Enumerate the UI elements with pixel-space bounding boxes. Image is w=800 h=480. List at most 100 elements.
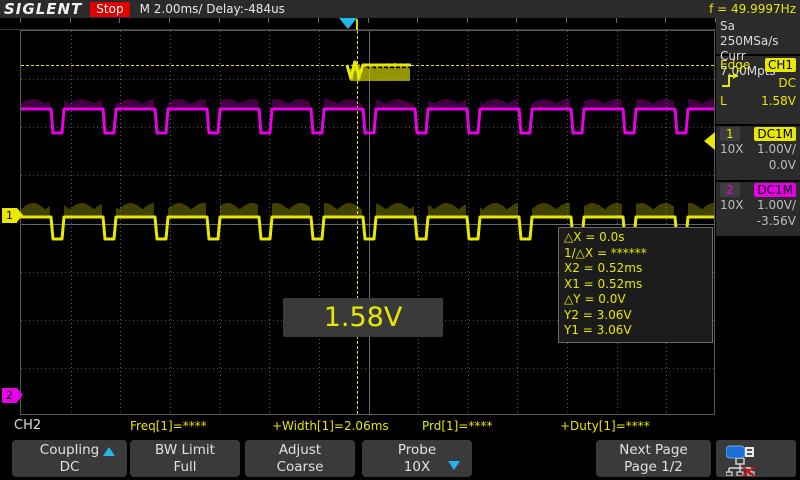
trace-noise-band: [21, 203, 714, 217]
cursor-line: 1/△X = ******: [564, 245, 647, 260]
frequency-counter: f = 49.9997Hz: [709, 2, 796, 16]
measurement-item[interactable]: Freq[1]=****: [130, 419, 207, 433]
grid-line-vertical: [170, 31, 171, 414]
menu-button-coupling[interactable]: Coupling DC: [12, 440, 127, 477]
menu-button-adjust[interactable]: Adjust Coarse: [245, 440, 355, 477]
cursor-line: X2 = 0.52ms: [564, 261, 643, 275]
ruler-tick: [516, 18, 518, 23]
trace-ch2: [21, 99, 714, 135]
grid-line-vertical: [71, 31, 72, 414]
measurement-value: ****: [182, 419, 207, 433]
cursor-line: △Y = 0.0V: [564, 292, 626, 306]
trigger-coupling-label: DC: [778, 76, 796, 90]
trigger-source-tag[interactable]: CH1: [764, 58, 796, 72]
measurement-item[interactable]: +Duty[1]=****: [560, 419, 650, 433]
ch2-number[interactable]: 2: [720, 183, 740, 197]
bottom-menu-bar: Coupling DC BW Limit Full Adjust Coarse …: [0, 437, 800, 480]
ruler-tick: [317, 18, 319, 23]
menu-button-next-page[interactable]: Next Page Page 1/2: [596, 440, 711, 477]
trigger-type-label: Edge: [720, 58, 751, 72]
channel-2-block[interactable]: 2 DC1M 10X 1.00V/ -3.56V: [716, 182, 800, 236]
menu-button-line1: Adjust: [278, 441, 322, 458]
trigger-level-value: 1.58V: [761, 94, 796, 108]
rising-edge-icon: [720, 73, 742, 93]
sample-rate-label: Sa 250MSa/s: [720, 19, 779, 48]
waveform-grid[interactable]: [20, 30, 715, 415]
menu-button-line2: Page 1/2: [624, 458, 683, 475]
ch1-coupling-tag[interactable]: DC1M: [754, 127, 796, 141]
grid-line-vertical: [120, 31, 121, 414]
measurement-bar: CH2 Freq[1]=**** +Width[1]=2.06ms Prd[1]…: [0, 416, 716, 437]
cursor-line: Y1 = 3.06V: [564, 323, 632, 337]
cursor-line: Y2 = 3.06V: [564, 307, 632, 322]
brand-logo: SIGLENT: [4, 0, 83, 18]
measurement-value: ****: [625, 419, 650, 433]
ruler-tick: [218, 18, 220, 23]
ruler-tick: [665, 18, 667, 23]
grid-line-horizontal: [21, 127, 714, 128]
menu-button-bw-limit[interactable]: BW Limit Full: [130, 440, 240, 477]
measurement-label: +Duty[1]=: [560, 419, 626, 433]
chevron-down-icon[interactable]: [448, 461, 460, 470]
cursor-readout-box[interactable]: △X = 0.0s 1/△X = ****** X2 = 0.52ms X1 =…: [558, 227, 713, 343]
measurement-source-label: CH2: [14, 418, 42, 433]
ruler-tick: [715, 18, 716, 23]
ch1-offset: 0.0V: [768, 158, 796, 172]
grid-line-vertical: [567, 31, 568, 414]
menu-button-line2: Full: [173, 458, 197, 475]
grid-line-horizontal: [21, 272, 714, 273]
grid-subticks-row: [21, 224, 714, 225]
ruler-tick: [69, 18, 71, 23]
measurement-label: Prd[1]=: [422, 419, 469, 433]
timebase-readout[interactable]: M 2.00ms/ Delay:-484us: [139, 2, 285, 16]
ch2-coupling-tag[interactable]: DC1M: [754, 183, 796, 197]
channel-1-block[interactable]: 1 DC1M 10X 1.00V/ 0.0V: [716, 126, 800, 180]
grid-line-vertical: [269, 31, 270, 414]
ch1-ground-marker-label: 1: [6, 209, 13, 222]
ch2-ground-marker[interactable]: 2: [2, 388, 23, 403]
menu-button-line2: Coarse: [276, 458, 324, 475]
grid-line-vertical: [319, 31, 320, 414]
cursor-line: △X = 0.0s: [564, 230, 625, 244]
trace-noise-band: [21, 99, 714, 109]
measurement-value: ****: [468, 419, 493, 433]
ruler-tick: [168, 18, 170, 23]
top-status-bar: SIGLENT Stop M 2.00ms/ Delay:-484us f = …: [0, 0, 800, 18]
grid-line-vertical: [418, 31, 419, 414]
grid-line-vertical: [517, 31, 518, 414]
menu-button-line2: DC: [59, 458, 80, 475]
trigger-level-key: L: [720, 94, 727, 108]
acquire-info-block[interactable]: Sa 250MSa/s Curr 7.00Mpts: [716, 18, 800, 78]
ch2-offset: -3.56V: [756, 214, 796, 228]
trigger-info-block[interactable]: Edge CH1 DC L 1.58V: [716, 56, 800, 124]
cursor-line: X1 = 0.52ms: [564, 276, 643, 291]
ch2-volts-div: 1.00V/: [757, 198, 796, 212]
trigger-level-popup: 1.58V: [283, 298, 443, 337]
grid-line-vertical: [617, 31, 618, 414]
chevron-up-icon[interactable]: [103, 447, 115, 456]
menu-button-line1: Next Page: [619, 441, 688, 458]
trigger-position-marker[interactable]: [339, 18, 357, 29]
grid-line-horizontal: [21, 368, 714, 369]
ch2-probe-label: 10X: [720, 198, 744, 212]
menu-button-line1: BW Limit: [155, 441, 215, 458]
ruler-tick: [417, 18, 419, 23]
ch1-number[interactable]: 1: [720, 127, 740, 141]
trace-path: [21, 107, 714, 135]
run-stop-badge[interactable]: Stop: [90, 1, 130, 17]
trigger-delay-tick: [356, 19, 358, 30]
trigger-position-ruler[interactable]: [0, 18, 800, 30]
menu-button-probe[interactable]: Probe 10X: [362, 440, 472, 477]
ch1-ground-marker[interactable]: 1: [2, 208, 23, 223]
measurement-item[interactable]: +Width[1]=2.06ms: [272, 419, 389, 433]
lan-disconnected-icon: [725, 457, 758, 480]
menu-button-line2: 10X: [403, 458, 431, 475]
measurement-item[interactable]: Prd[1]=****: [422, 419, 492, 433]
ruler-tick: [566, 18, 568, 23]
trigger-level-marker[interactable]: [704, 132, 715, 150]
cursor-x-line[interactable]: [357, 31, 358, 414]
waveform-traces: [21, 60, 714, 241]
grid-line-vertical: [666, 31, 667, 414]
measurement-label: Freq[1]=: [130, 419, 183, 433]
menu-button-line1: Coupling: [39, 441, 100, 458]
